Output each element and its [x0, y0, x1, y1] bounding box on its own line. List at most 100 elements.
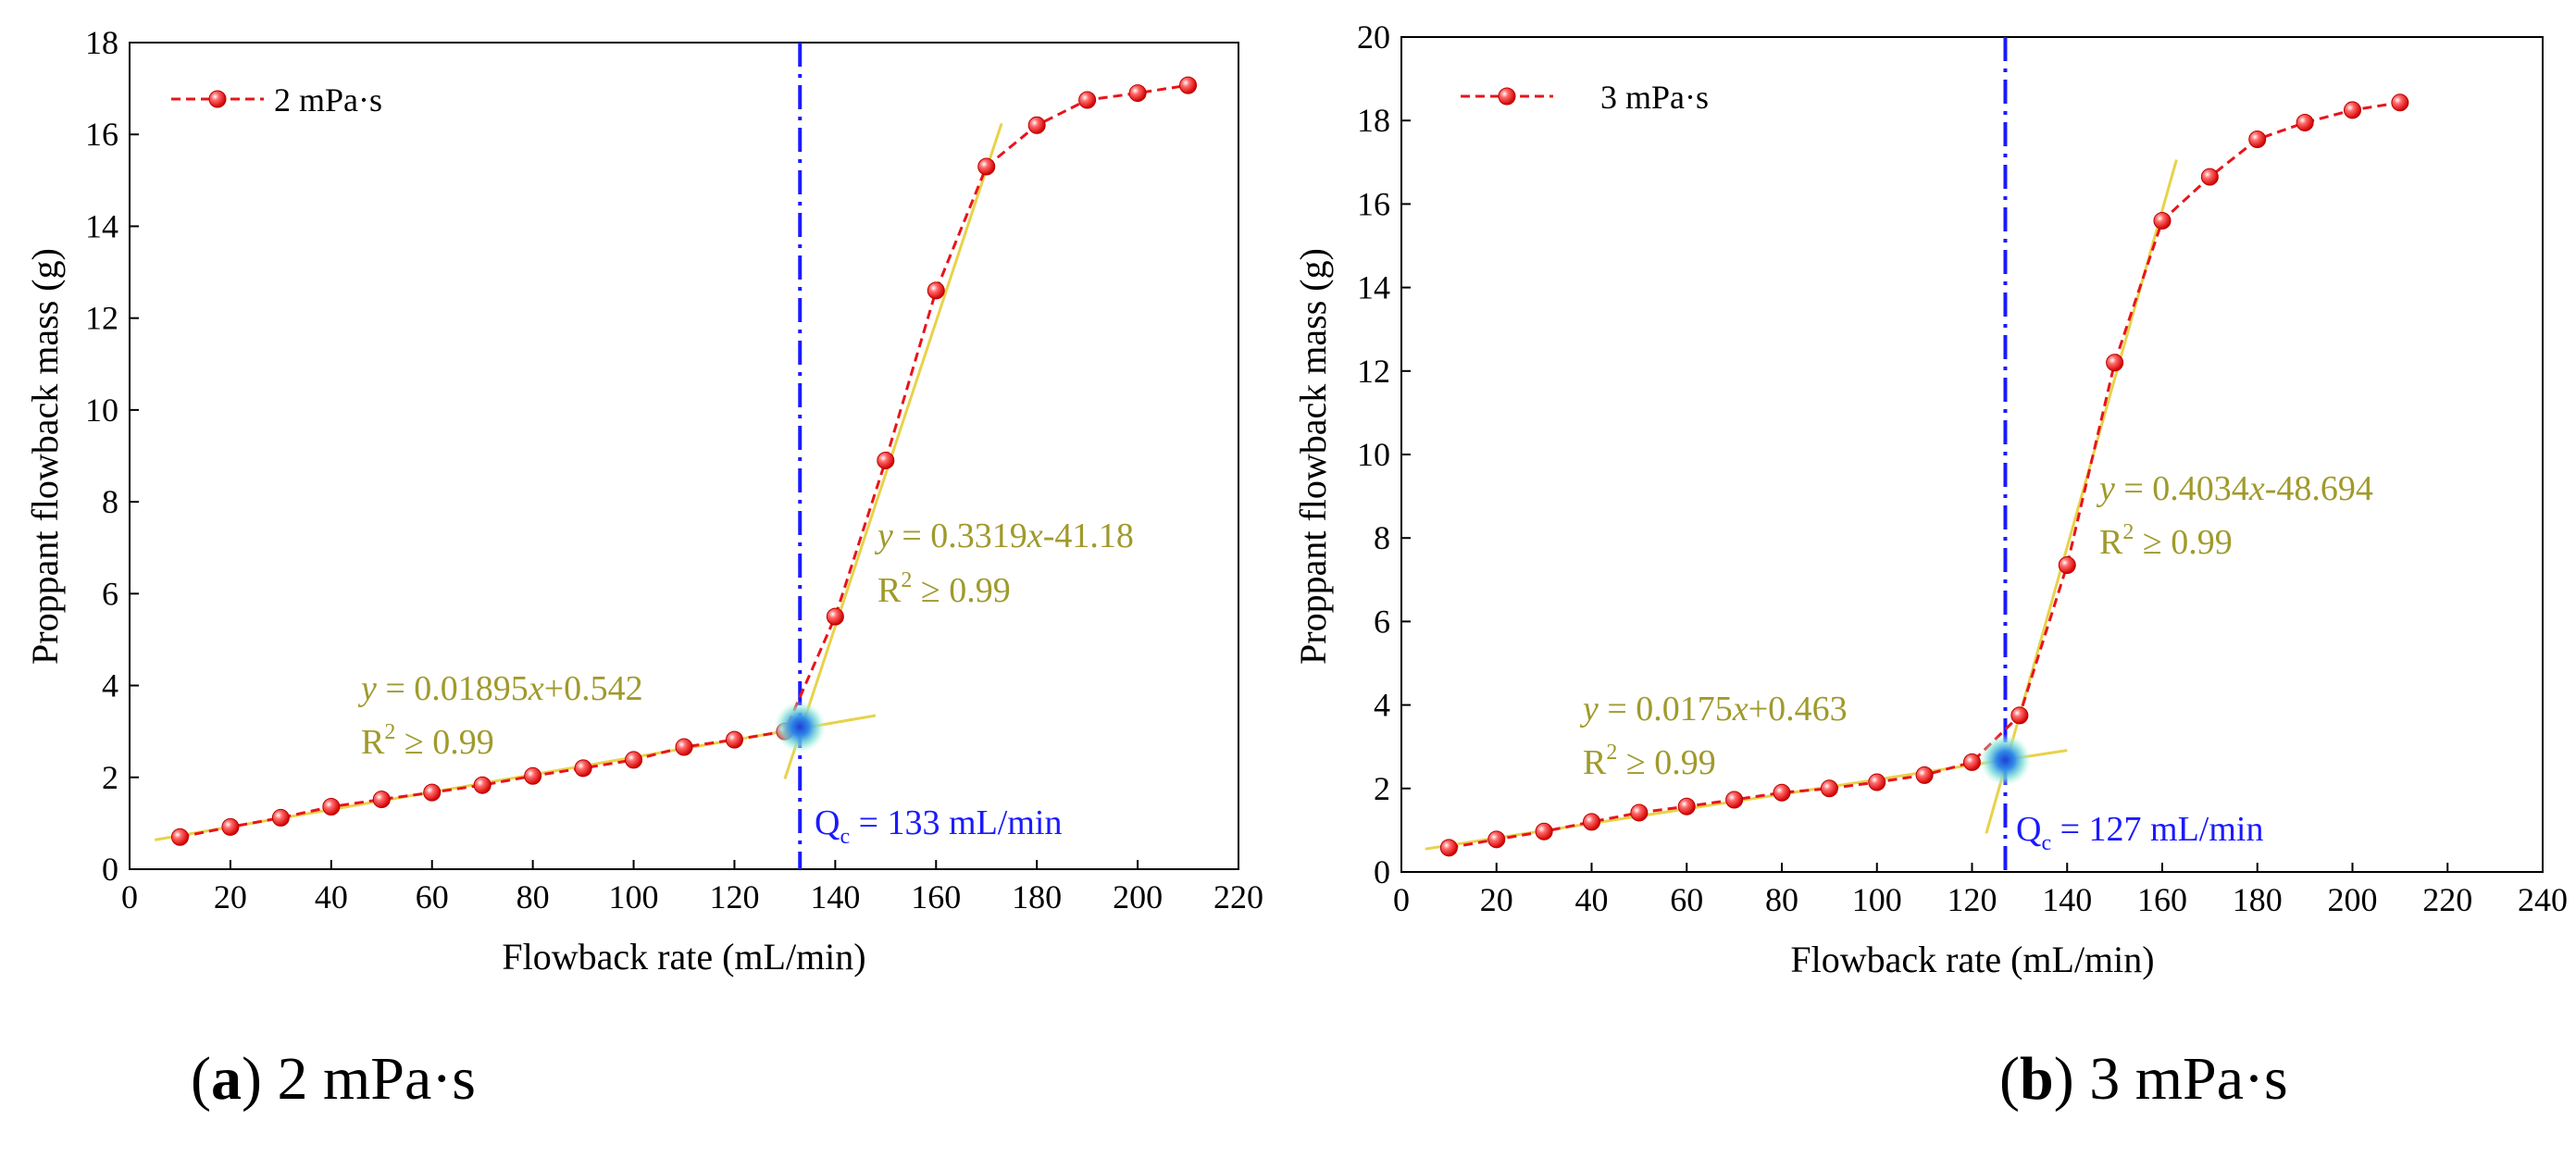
fit-high-r2: R2 ≥ 0.99: [877, 568, 1011, 610]
y-tick-label: 14: [1357, 269, 1390, 306]
data-point: [1535, 822, 1553, 840]
x-tick-label: 140: [2042, 881, 2092, 918]
y-tick-label: 18: [1357, 102, 1390, 139]
x-tick-label: 220: [2422, 881, 2472, 918]
x-tick-label: 20: [1480, 881, 1513, 918]
y-tick-label: 12: [1357, 353, 1390, 390]
y-tick-label: 4: [102, 667, 118, 704]
x-tick-label: 220: [1213, 878, 1263, 915]
data-point: [1677, 797, 1696, 816]
y-tick-label: 2: [1374, 770, 1390, 807]
data-point: [1820, 779, 1838, 798]
plot-frame: [1400, 36, 2544, 873]
fit-low-equation: y = 0.0175x+0.463: [1579, 690, 1848, 728]
data-point: [977, 157, 996, 176]
critical-rate-label: Qc = 127 mL/min: [2016, 810, 2263, 855]
data-point: [2058, 556, 2076, 575]
chart-a: 0 20 40 60 80 100 120 140 160 180 200 220 0 2 4 6 8 10 12…: [24, 24, 1263, 977]
fit-low-r2: R2 ≥ 0.99: [361, 720, 494, 762]
x-tick-label: 160: [2137, 881, 2187, 918]
data-point: [927, 281, 945, 300]
x-tick-label: 80: [1765, 881, 1798, 918]
data-point: [1487, 830, 1506, 849]
legend: 3 mPa·s: [1461, 79, 1709, 116]
data-point: [2391, 93, 2409, 112]
y-axis-label: Proppant flowback mass (g): [1292, 248, 1334, 665]
fit-low-equation: y = 0.01895x+0.542: [357, 669, 643, 708]
critical-point-marker: [1979, 734, 2032, 787]
y-tick-label: 14: [85, 207, 118, 244]
fit-high-equation: y = 0.3319x-41.18: [874, 517, 1134, 555]
x-tick-label: 180: [2233, 881, 2283, 918]
data-point: [2296, 113, 2314, 131]
data-point: [170, 828, 189, 846]
x-tick-label: 0: [1393, 881, 1410, 918]
legend-label: 3 mPa·s: [1600, 79, 1709, 116]
caption-b: (b) 3 mPa·s: [1999, 1045, 2288, 1113]
y-tick-label: 10: [1357, 436, 1390, 473]
y-tick-label: 8: [102, 483, 118, 520]
data-point: [524, 766, 542, 785]
x-tick-label: 0: [121, 878, 138, 915]
x-tick-label: 60: [1670, 881, 1703, 918]
x-tick-label: 80: [516, 878, 550, 915]
fit-high-equation: y = 0.4034x-48.694: [2096, 469, 2373, 508]
x-tick-label: 120: [709, 878, 759, 915]
data-point: [1915, 766, 1934, 784]
series-line: [180, 83, 1188, 839]
data-point: [271, 808, 290, 827]
x-tick-label: 100: [609, 878, 659, 915]
x-tick-label: 200: [1113, 878, 1163, 915]
y-tick-label: 12: [85, 300, 118, 337]
x-ticks: 0 20 40 60 80 100 120 140 160 180 200 220: [121, 860, 1263, 915]
y-tick-label: 18: [85, 24, 118, 61]
x-tick-label: 200: [2328, 881, 2378, 918]
data-point: [675, 738, 693, 756]
x-tick-label: 20: [214, 878, 247, 915]
data-point: [1078, 91, 1097, 109]
y-tick-label: 0: [102, 851, 118, 888]
data-point: [1179, 76, 1198, 94]
fit-line: [1425, 749, 2068, 851]
data-point: [725, 730, 743, 749]
data-point: [2344, 101, 2361, 119]
legend-label: 2 mPa·s: [274, 81, 382, 118]
data-point: [826, 607, 844, 626]
chart-b: 0 20 40 60 80 100 120 140 160 180 200 220 240 0 2 4 6 8 1…: [1292, 19, 2568, 980]
y-tick-label: 0: [1374, 853, 1390, 890]
data-point: [1583, 813, 1600, 831]
y-axis-label: Proppant flowback mass (g): [24, 248, 66, 665]
y-tick-label: 16: [85, 116, 118, 153]
data-point: [2248, 130, 2267, 148]
fit-lines: [1425, 159, 2178, 851]
data-point: [1027, 116, 1046, 134]
data-point: [1439, 839, 1458, 857]
data-point: [2106, 354, 2124, 372]
x-tick-label: 160: [911, 878, 961, 915]
data-series: [170, 76, 1198, 846]
y-tick-label: 6: [102, 575, 118, 612]
y-tick-label: 10: [85, 392, 118, 429]
data-point: [2010, 706, 2029, 725]
data-point: [2200, 168, 2219, 186]
data-point: [221, 817, 240, 836]
data-point: [625, 751, 643, 769]
critical-point-marker: [774, 701, 827, 753]
data-point: [1868, 773, 1886, 791]
data-point: [1128, 84, 1147, 103]
data-point: [877, 451, 895, 469]
x-tick-label: 40: [315, 878, 348, 915]
data-point: [1630, 803, 1649, 822]
data-point: [2153, 211, 2172, 230]
fit-high-r2: R2 ≥ 0.99: [2099, 520, 2233, 562]
x-tick-label: 60: [416, 878, 449, 915]
y-tick-label: 16: [1357, 185, 1390, 222]
x-tick-label: 180: [1012, 878, 1062, 915]
data-point: [1963, 753, 1981, 771]
data-point: [1773, 783, 1791, 802]
x-axis-label: Flowback rate (mL/min): [502, 936, 865, 977]
y-ticks: 0 2 4 6 8 10 12 14 16 18 20: [1357, 19, 1411, 890]
y-tick-label: 20: [1357, 19, 1390, 56]
legend: 2 mPa·s: [171, 81, 382, 118]
